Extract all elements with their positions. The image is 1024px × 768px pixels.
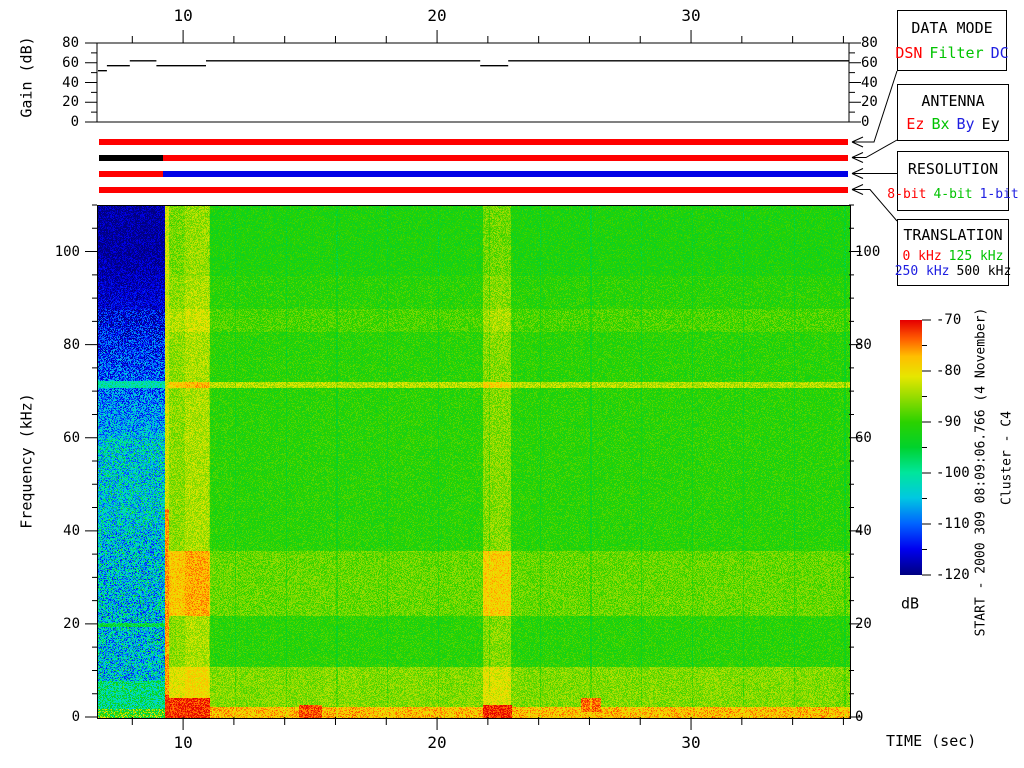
wbd-spectrogram-display: Gain (dB) Frequency (kHz) DATA MODE DSN F… [0,0,1024,768]
status-segment-8-bit [99,171,163,177]
antenna-box: ANTENNA Ez Bx By Ey [897,84,1009,141]
gain-axis-title: Gain (dB) [20,36,35,117]
freq-tick-label-left: 0 [42,710,80,724]
colorbar [900,320,922,575]
gain-tick-label-left: 80 [40,36,79,50]
colorbar-tick-label: -120 [936,568,982,582]
translation-row: 250 kHz 500 kHz [895,264,1012,279]
resolution-mode-4-bit: 4-bit [933,187,972,202]
status-bar-antenna [99,155,849,161]
gain-tick-label-right: 40 [861,76,891,90]
connector-arrowhead-0 [852,137,863,147]
status-segment-ey [99,155,163,161]
colorbar-tick-label: -90 [936,415,982,429]
top-time-tick-label: 30 [673,8,709,24]
gain-tick-label-left: 0 [40,115,79,129]
freq-tick-label-left: 20 [42,617,80,631]
top-time-tick-label: 20 [419,8,455,24]
status-segment-ez [163,155,848,161]
resolution-row: 8-bit 4-bit 1-bit [887,187,1018,202]
antenna-mode-bx: Bx [931,115,949,133]
antenna-mode-by: By [957,115,975,133]
spacecraft-annotation: Cluster - C4 [1001,411,1014,505]
antenna-row: Ez Bx By Ey [906,115,999,133]
data-mode-box: DATA MODE DSN Filter DC [897,10,1007,71]
data-mode-mode-dsn: DSN [895,44,922,62]
gain-trace [98,61,849,71]
colorbar-tick-label: -110 [936,517,982,531]
colorbar-tick-label: -100 [936,466,982,480]
freq-tick-label-left: 80 [42,338,80,352]
gain-tick-label-left: 20 [40,95,79,109]
freq-tick-label-right: 40 [855,524,889,538]
freq-tick-label-left: 100 [42,245,80,259]
status-bar-data-mode [99,139,849,145]
colorbar-ticks [922,320,931,575]
translation-items: 0 kHz 125 kHz 250 kHz 500 kHz [895,249,1012,279]
translation-mode-250-khz: 250 kHz [895,264,950,279]
freq-tick-label-right: 0 [855,710,889,724]
gain-tick-label-left: 60 [40,56,79,70]
data-mode-title: DATA MODE [911,19,992,37]
data-mode-row: DSN Filter DC [895,44,1008,62]
freq-tick-label-left: 60 [42,431,80,445]
resolution-items: 8-bit 4-bit 1-bit [887,187,1018,202]
gain-tick-label-left: 40 [40,76,79,90]
data-mode-mode-filter: Filter [929,44,983,62]
data-mode-mode-dc: DC [991,44,1009,62]
status-bar-resolution [99,171,849,177]
antenna-mode-ez: Ez [906,115,924,133]
antenna-mode-ey: Ey [982,115,1000,133]
antenna-items: Ez Bx By Ey [906,115,999,133]
connector-arrowhead-3 [852,185,863,195]
gain-tick-label-right: 80 [861,36,891,50]
gain-tick-label-right: 60 [861,56,891,70]
gain-ticks [85,43,861,122]
resolution-title: RESOLUTION [908,160,998,178]
data-mode-items: DSN Filter DC [895,44,1008,62]
translation-mode-500-khz: 500 kHz [957,264,1012,279]
gain-tick-label-right: 0 [861,115,891,129]
connector-arrowhead-1 [852,153,863,163]
resolution-mode-8-bit: 8-bit [887,187,926,202]
status-segment-dsn [99,139,848,145]
status-segment-1-bit [163,171,848,177]
connector-arrowhead-2 [852,169,863,179]
colorbar-tick-label: -80 [936,364,982,378]
freq-tick-label-right: 80 [855,338,889,352]
translation-mode-0-khz: 0 kHz [903,249,942,264]
colorbar-unit: dB [901,597,919,612]
freq-tick-label-right: 20 [855,617,889,631]
frequency-axis-title: Frequency (kHz) [20,393,35,528]
spectrogram-image [97,205,851,719]
top-time-tick-label: 10 [165,8,201,24]
freq-tick-label-right: 60 [855,431,889,445]
bottom-time-tick-label: 30 [673,735,709,751]
freq-tick-label-left: 40 [42,524,80,538]
translation-title: TRANSLATION [903,226,1002,244]
gain-panel-frame [97,43,849,122]
translation-row: 0 kHz 125 kHz [895,249,1012,264]
time-axis-title: TIME (sec) [886,734,976,749]
antenna-title: ANTENNA [921,92,984,110]
legend-connector-1 [852,140,897,158]
status-bar-translation [99,187,849,193]
translation-mode-125-khz: 125 kHz [949,249,1004,264]
bottom-time-tick-label: 10 [165,735,201,751]
resolution-box: RESOLUTION 8-bit 4-bit 1-bit [897,151,1009,211]
freq-tick-label-right: 100 [855,245,889,259]
status-segment-0-khz [99,187,848,193]
gain-tick-label-right: 20 [861,95,891,109]
bottom-time-tick-label: 20 [419,735,455,751]
resolution-mode-1-bit: 1-bit [980,187,1019,202]
translation-box: TRANSLATION 0 kHz 125 kHz 250 kHz 500 kHz [897,219,1009,286]
colorbar-tick-label: -70 [936,313,982,327]
